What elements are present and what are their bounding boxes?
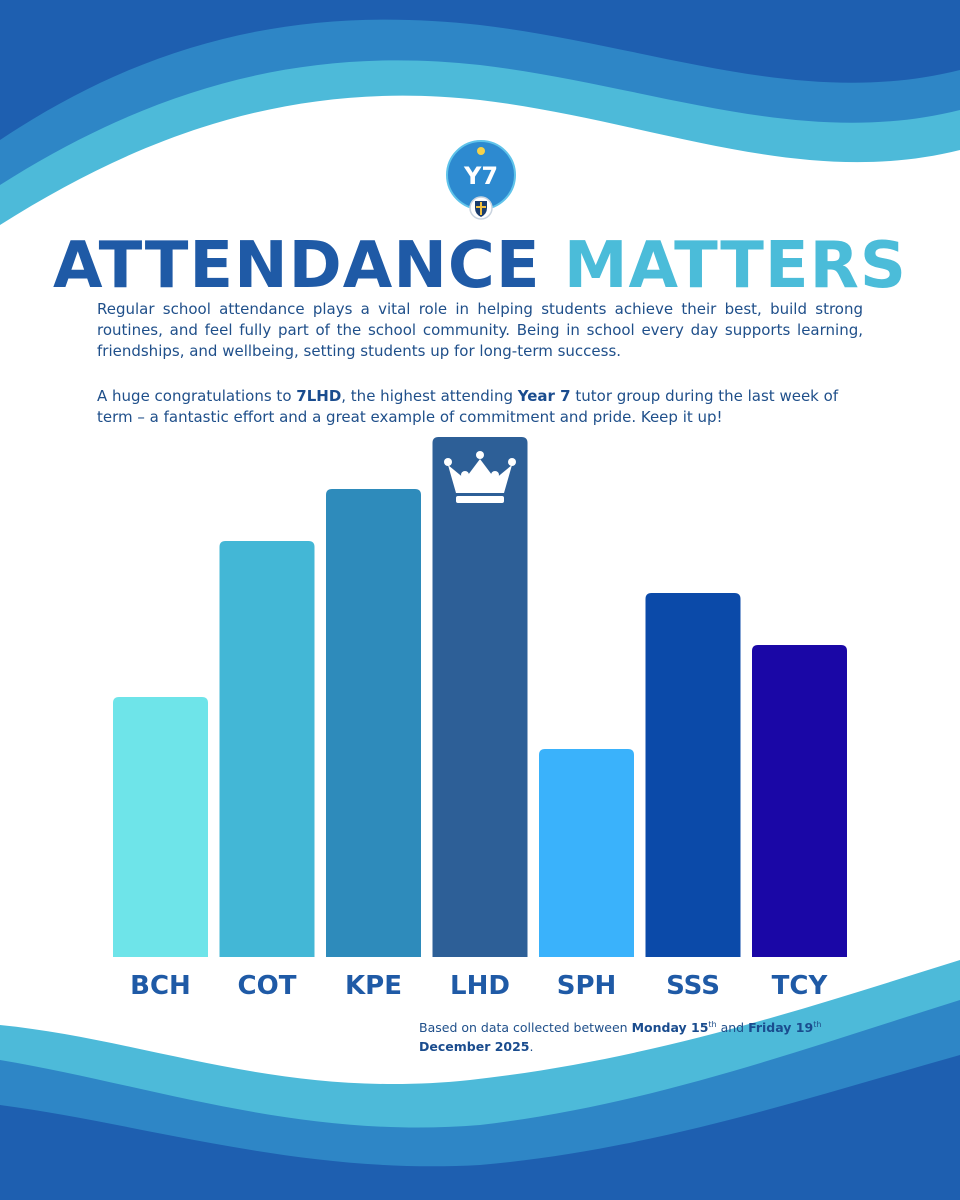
lightbulb-icon [477,147,485,155]
winning-group: 7LHD [296,387,342,405]
bar-bch [113,697,208,957]
category-label-sss: SSS [666,971,720,1001]
bar-tcy [752,645,847,957]
year-group: Year 7 [517,387,571,405]
category-label-bch: BCH [130,971,191,1001]
category-label-tcy: TCY [772,971,829,1001]
bottom-wave-dark [0,1055,960,1200]
intro-paragraph: Regular school attendance plays a vital … [97,300,863,360]
bar-sph [539,749,634,957]
bar-cot [219,541,315,957]
category-label-lhd: LHD [450,971,510,1001]
congrats-paragraph: A huge congratulations to 7LHD, the high… [97,387,839,426]
data-footnote: Based on data collected between Monday 1… [419,1019,822,1054]
bar-lhd [432,437,528,957]
category-label-cot: COT [238,971,297,1001]
category-label-sph: SPH [557,971,617,1001]
crown-icon [444,451,516,503]
page-title: ATTENDANCE MATTERS [0,228,960,304]
title-part-attendance: ATTENDANCE [53,229,541,303]
bar-sss [645,593,741,957]
y7-logo: Y7 [446,140,516,220]
attendance-bar-chart: BCH COT KPE LHD SPH SSS TCY [113,437,847,1001]
logo-y7-text: Y7 [463,162,498,190]
category-label-kpe: KPE [345,971,402,1001]
title-part-matters: MATTERS [563,229,907,303]
bar-kpe [326,489,421,957]
